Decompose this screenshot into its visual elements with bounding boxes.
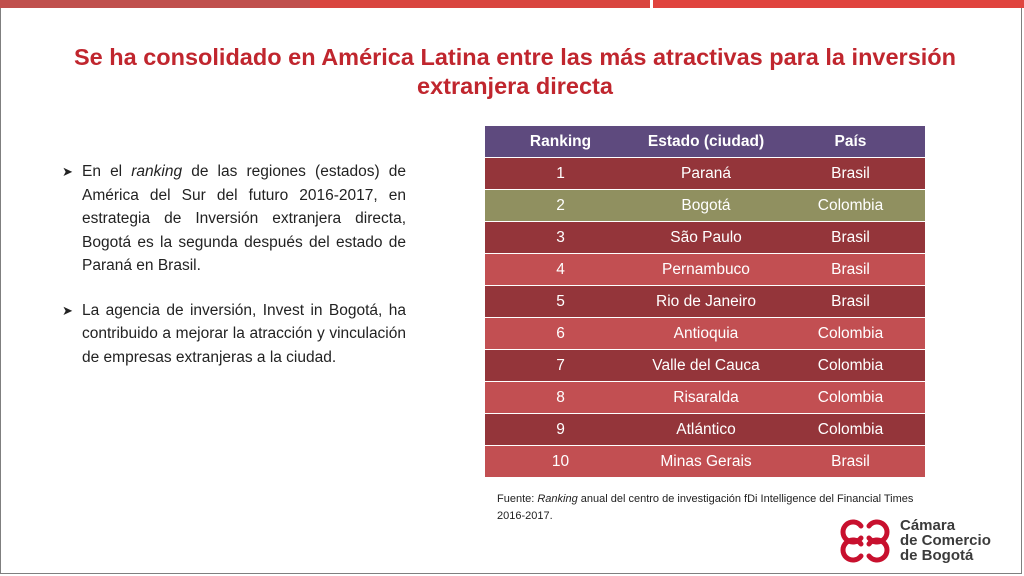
cell-rank: 10 [485,445,636,478]
ccb-logo: Cámara de Comercio de Bogotá [835,518,1010,564]
table-row-highlighted: 2 Bogotá Colombia [485,189,925,222]
cell-rank: 4 [485,253,636,286]
cell-pais: Brasil [776,285,925,318]
slide-title: Se ha consolidado en América Latina entr… [73,44,957,99]
cell-estado: Risaralda [636,381,776,414]
bullet-text: La agencia de inversión, Invest in Bogot… [82,301,406,366]
arrow-bullet-icon: ➤ [62,164,73,179]
table-row: 10 Minas Gerais Brasil [485,445,925,478]
cell-rank: 3 [485,221,636,254]
top-accent-bar [0,0,1024,8]
table-header-row: Ranking Estado (ciudad) País [485,126,925,158]
cell-pais: Brasil [776,253,925,286]
cell-rank: 9 [485,413,636,446]
table-row: 5 Rio de Janeiro Brasil [485,285,925,318]
header-pais: País [776,126,925,158]
arrow-bullet-icon: ➤ [62,302,73,318]
cell-rank: 1 [485,157,636,190]
cell-rank: 8 [485,381,636,414]
bullet-text: En el ranking de las regiones (estados) … [82,163,406,274]
cell-rank: 7 [485,349,636,382]
cell-pais: Colombia [776,189,925,222]
cell-estado: Rio de Janeiro [636,285,776,318]
cell-pais: Colombia [776,317,925,350]
cell-rank: 6 [485,317,636,350]
header-estado: Estado (ciudad) [636,126,776,158]
header-ranking: Ranking [485,126,636,158]
table-row: 1 Paraná Brasil [485,157,925,190]
source-note: Fuente: Ranking anual del centro de inve… [497,493,914,522]
cell-pais: Colombia [776,349,925,382]
table-row: 7 Valle del Cauca Colombia [485,349,925,382]
table-row: 3 São Paulo Brasil [485,221,925,254]
cell-estado: Minas Gerais [636,445,776,478]
table-row: 9 Atlántico Colombia [485,413,925,446]
cell-estado: Atlántico [636,413,776,446]
cell-estado: Valle del Cauca [636,349,776,382]
table-row: 6 Antioquia Colombia [485,317,925,350]
cell-pais: Colombia [776,381,925,414]
cell-estado: Antioquia [636,317,776,350]
table-row: 4 Pernambuco Brasil [485,253,925,286]
cell-rank: 2 [485,189,636,222]
cell-pais: Brasil [776,157,925,190]
cell-estado: Bogotá [636,189,776,222]
cell-pais: Brasil [776,221,925,254]
table-row: 8 Risaralda Colombia [485,381,925,414]
cell-pais: Brasil [776,445,925,478]
logo-text: Cámara de Comercio de Bogotá [900,517,991,564]
bullet-item: ➤ La agencia de inversión, Invest in Bog… [62,299,406,370]
cell-rank: 5 [485,285,636,318]
cell-estado: São Paulo [636,221,776,254]
bullet-item: ➤ En el ranking de las regiones (estados… [62,160,406,278]
cell-estado: Pernambuco [636,253,776,286]
bullet-list: ➤ En el ranking de las regiones (estados… [62,160,406,390]
cell-pais: Colombia [776,413,925,446]
ranking-table: Ranking Estado (ciudad) País 1 Paraná Br… [485,126,925,478]
ccb-logo-icon [840,519,890,563]
cell-estado: Paraná [636,157,776,190]
